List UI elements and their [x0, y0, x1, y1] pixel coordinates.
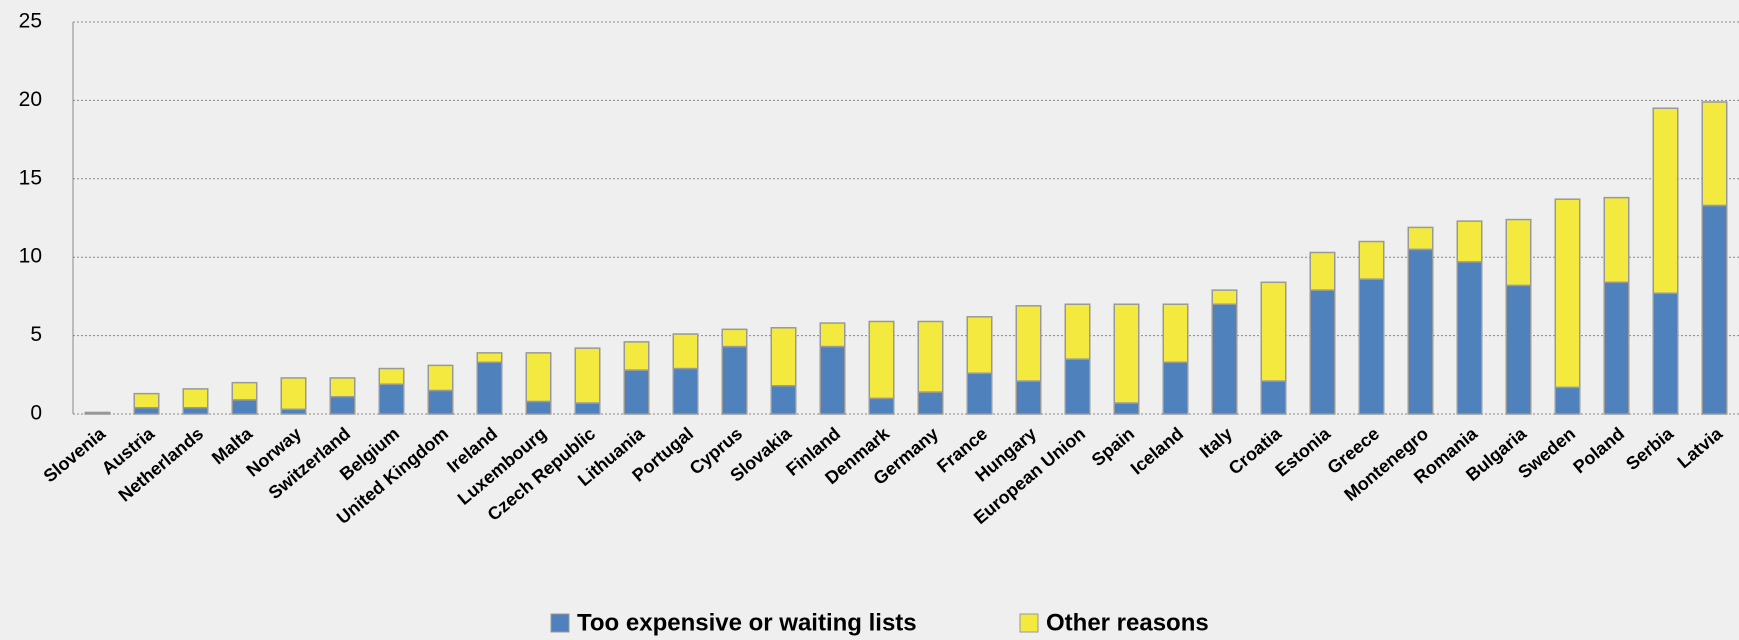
bar-segment	[574, 347, 601, 404]
bar-segment	[231, 381, 258, 401]
bar-segment	[1113, 303, 1140, 404]
bar-segment	[868, 320, 895, 400]
bar-segment	[574, 402, 601, 415]
bar-segment	[672, 367, 699, 415]
bar-segment	[378, 383, 405, 415]
bar-segment	[917, 320, 944, 393]
legend-label: Other reasons	[1046, 609, 1209, 636]
bar-segment	[329, 377, 356, 398]
bar-segment	[623, 369, 650, 415]
bar-segment	[182, 406, 209, 415]
bar-segment	[476, 361, 503, 415]
bar-segment	[231, 399, 258, 415]
bar-segment	[133, 392, 160, 409]
x-tick-label: Netherlands	[115, 423, 208, 505]
bar-segment	[1407, 248, 1434, 415]
y-tick-label: 25	[19, 10, 42, 33]
bar-segment	[1603, 281, 1630, 415]
bar-segment	[868, 397, 895, 415]
bar-segment	[1505, 218, 1532, 287]
bar-segment	[1652, 107, 1679, 295]
bar-segment	[1456, 220, 1483, 263]
bar-segment	[721, 328, 748, 348]
y-tick-label: 5	[30, 323, 42, 346]
bar-segment	[623, 341, 650, 371]
bar-segment	[1309, 289, 1336, 415]
bar-segment	[721, 345, 748, 415]
bar-segment	[1701, 204, 1728, 415]
x-tick-label: Italy	[1196, 423, 1236, 461]
x-tick-label: Slovenia	[40, 423, 110, 487]
bar-segment	[770, 385, 797, 415]
legend-label: Too expensive or waiting lists	[577, 609, 917, 636]
y-tick-label: 20	[19, 88, 42, 111]
bar-segment	[1652, 292, 1679, 415]
bar-segment	[1456, 261, 1483, 415]
bar-segment	[819, 322, 846, 348]
bar-segment	[770, 327, 797, 387]
bar-segment	[1211, 289, 1238, 305]
bar-segment	[1064, 303, 1091, 360]
legend-swatch	[550, 613, 570, 633]
y-tick-label: 10	[19, 245, 42, 268]
bar-segment	[1554, 198, 1581, 389]
bar-segment	[182, 388, 209, 409]
bar-segment	[84, 411, 111, 415]
x-tick-label: Estonia	[1271, 423, 1334, 481]
x-tick-label: Iceland	[1127, 423, 1187, 478]
bar-segment	[525, 352, 552, 403]
bar-segment	[525, 400, 552, 415]
bar-segment	[133, 406, 160, 415]
legend-swatch	[1019, 613, 1039, 633]
bar-segment	[476, 352, 503, 364]
bar-segment	[1309, 251, 1336, 291]
bar-segment	[329, 396, 356, 415]
bar-segment	[1162, 361, 1189, 415]
bar-segment	[1407, 226, 1434, 251]
bar-segment	[1113, 402, 1140, 415]
bar-segment	[1358, 278, 1385, 415]
x-tick-label: Poland	[1569, 423, 1628, 477]
bar-segment	[966, 316, 993, 374]
bar-segment	[672, 333, 699, 370]
bar-segment	[1162, 303, 1189, 364]
bar-segment	[427, 389, 454, 415]
bar-segment	[1358, 240, 1385, 280]
bar-segment	[1603, 196, 1630, 284]
bar-segment	[1211, 303, 1238, 415]
bar-segment	[1015, 305, 1042, 382]
y-tick-label: 0	[30, 402, 42, 425]
bar-segment	[280, 377, 307, 411]
bar-segment	[1064, 358, 1091, 415]
y-tick-label: 15	[19, 166, 42, 189]
bar-segment	[1701, 101, 1728, 207]
bar-segment	[1015, 380, 1042, 415]
bar-segment	[427, 364, 454, 392]
bar-segment	[378, 367, 405, 385]
bar-segment	[966, 372, 993, 415]
x-tick-label: Serbia	[1622, 423, 1678, 474]
bar-segment	[1260, 281, 1287, 382]
x-tick-label: Latvia	[1673, 423, 1726, 472]
bar-segment	[1260, 380, 1287, 415]
bar-segment	[917, 391, 944, 415]
bar-segment	[1505, 284, 1532, 415]
bar-segment	[1554, 386, 1581, 415]
bar-segment	[819, 345, 846, 415]
